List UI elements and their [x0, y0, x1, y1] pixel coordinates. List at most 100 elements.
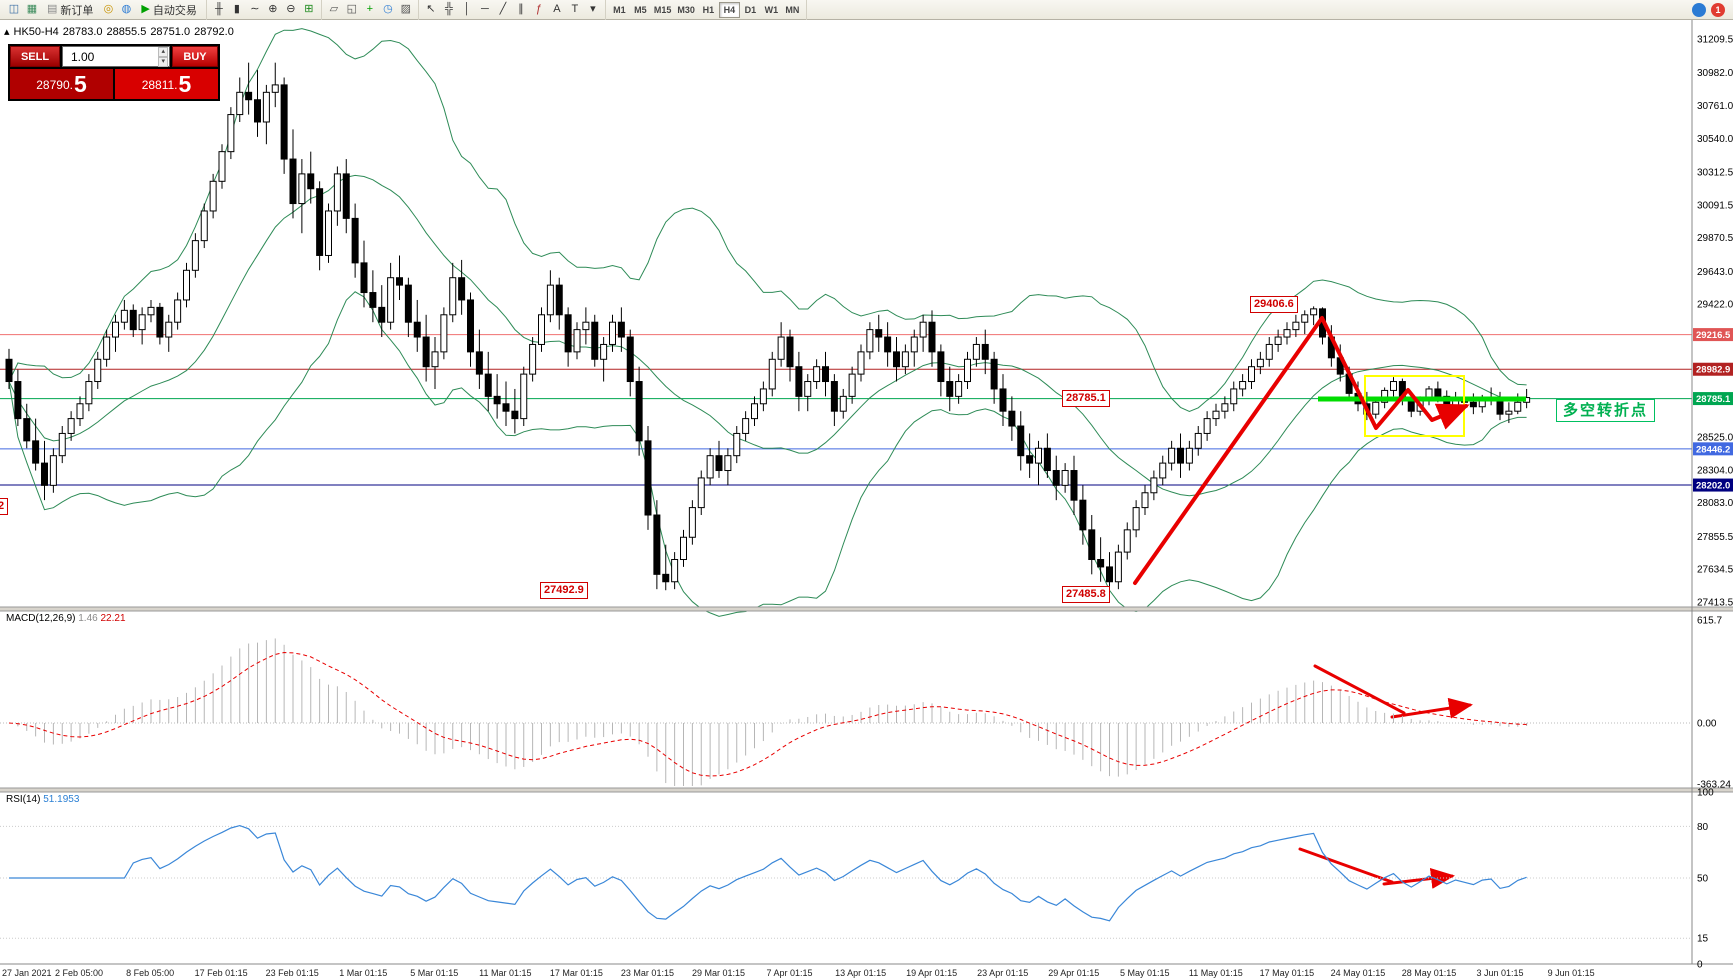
macd-decline-line[interactable] — [1313, 664, 1406, 715]
svg-text:11 Mar 01:15: 11 Mar 01:15 — [479, 968, 531, 978]
line-chart-icon[interactable]: ∼ — [246, 1, 264, 18]
alerts-button[interactable]: 1 — [1711, 2, 1725, 17]
macd-arrow[interactable] — [1390, 697, 1473, 719]
sell-price[interactable]: 28790. 5 — [10, 69, 113, 99]
text-icon[interactable]: A — [548, 1, 566, 18]
tile-windows-icon: ⊞ — [304, 3, 314, 15]
zoom-in-icon[interactable]: ⊕ — [264, 1, 282, 18]
svg-text:615.7: 615.7 — [1697, 615, 1722, 626]
svg-text:100: 100 — [1697, 788, 1714, 799]
autotrade-button[interactable]: ▶ 自动交易 — [135, 1, 202, 18]
label-icon[interactable]: T — [566, 1, 584, 18]
chart-window-icon[interactable]: ◫ — [5, 1, 23, 18]
zoom-out-icon: ⊖ — [286, 3, 296, 15]
macd-signal-line — [8, 651, 1527, 777]
periods-clock-icon[interactable]: ◷ — [379, 1, 397, 18]
new-order-button[interactable]: ▤ 新订单 — [41, 1, 99, 18]
rally-arrow[interactable] — [1133, 316, 1324, 585]
buy-button[interactable]: BUY — [172, 46, 218, 67]
add-indicator-icon[interactable]: + — [361, 1, 379, 18]
indicators-coin-icon[interactable]: ◎ — [99, 1, 117, 18]
svg-text:29422.0: 29422.0 — [1697, 300, 1733, 311]
cursor-icon[interactable]: ↖ — [422, 1, 440, 18]
zoom-out-icon[interactable]: ⊖ — [282, 1, 300, 18]
crosshair-icon[interactable]: ╬ — [440, 1, 458, 18]
timeframe-h4[interactable]: H4 — [718, 1, 740, 18]
svg-text:27634.5: 27634.5 — [1697, 565, 1733, 576]
horizontal-line-icon[interactable]: ─ — [476, 1, 494, 18]
time-axis[interactable]: 27 Jan 2021 2 Feb 05:00 8 Feb 05:00 17 Feb … — [2, 968, 1595, 978]
rsi-decline-line[interactable] — [1298, 847, 1394, 884]
svg-text:5 May 01:15: 5 May 01:15 — [1120, 968, 1170, 978]
svg-text:5 Mar 01:15: 5 Mar 01:15 — [410, 968, 458, 978]
rsi-line — [9, 824, 1527, 922]
svg-text:0.00: 0.00 — [1697, 719, 1717, 730]
svg-text:19 Apr 01:15: 19 Apr 01:15 — [906, 968, 957, 978]
volume-value: 1.00 — [71, 49, 95, 64]
tile-windows-icon[interactable]: ⊞ — [300, 1, 318, 18]
sell-button[interactable]: SELL — [10, 46, 60, 67]
svg-text:-363.24: -363.24 — [1697, 779, 1731, 790]
volume-input[interactable]: 1.00 ▴ ▾ — [62, 46, 170, 67]
volume-stepper[interactable]: ▴ ▾ — [158, 47, 168, 67]
candlestick-chart-icon[interactable]: ▮ — [228, 1, 246, 18]
collapse-arrow-icon[interactable]: ▴ — [4, 26, 10, 38]
buy-price[interactable]: 28811. 5 — [115, 69, 218, 99]
horizontal-line-icon: ─ — [480, 3, 489, 15]
svg-text:13 Apr 01:15: 13 Apr 01:15 — [835, 968, 886, 978]
svg-text:17 Feb 01:15: 17 Feb 01:15 — [195, 968, 248, 978]
svg-text:27413.5: 27413.5 — [1697, 598, 1733, 609]
timeframe-m15[interactable]: M15 — [651, 2, 675, 18]
ohlc-high: 28855.5 — [106, 26, 147, 38]
zoom-in-icon: ⊕ — [268, 3, 278, 15]
draw-tools-group: ↖ ╬ │ ─ ╱ ∥ ƒ A T ▾ — [419, 0, 606, 20]
timeframe-m5[interactable]: M5 — [630, 2, 651, 18]
svg-text:50: 50 — [1697, 874, 1709, 885]
symbol-name: HK50-H4 — [13, 26, 59, 38]
svg-text:9 Jun 01:15: 9 Jun 01:15 — [1548, 968, 1595, 978]
stepper-down-icon[interactable]: ▾ — [158, 57, 168, 67]
svg-text:28982.9: 28982.9 — [1696, 365, 1730, 376]
trendline-icon[interactable]: ╱ — [494, 1, 512, 18]
svg-text:29 Apr 01:15: 29 Apr 01:15 — [1048, 968, 1099, 978]
fibonacci-icon[interactable]: ƒ — [530, 1, 548, 18]
text-icon: A — [553, 3, 561, 15]
sell-price-big: 5 — [73, 71, 87, 97]
templates-icon[interactable]: ▨ — [397, 1, 415, 18]
macd-histogram — [17, 638, 1528, 786]
timeframe-d1[interactable]: D1 — [740, 2, 761, 18]
svg-text:29 Mar 01:15: 29 Mar 01:15 — [692, 968, 745, 978]
macd-label: MACD(12,26,9) 1.46 22.21 — [6, 613, 126, 624]
vertical-line-icon[interactable]: │ — [458, 1, 476, 18]
timeframe-w1[interactable]: W1 — [761, 2, 782, 18]
zigzag-arrow[interactable] — [1320, 316, 1470, 430]
arrows-dropdown-icon[interactable]: ▾ — [584, 1, 602, 18]
svg-text:28785.1: 28785.1 — [1696, 394, 1731, 405]
bollinger-middle — [8, 174, 1527, 497]
chart-type-group: ╫ ▮ ∼ ⊕ ⊖ ⊞ — [207, 0, 322, 20]
chart-canvas[interactable]: 31209.5 30982.0 30761.0 30540.0 30312.5 30091… — [0, 20, 1733, 979]
channel-icon[interactable]: ∥ — [512, 1, 530, 18]
arrows-dropdown-icon: ▾ — [590, 3, 596, 15]
file-group: ◫ ▦ ▤ 新订单 ◎ ◍ ▶ 自动交易 — [2, 0, 207, 20]
cursor-icon: ↖ — [426, 3, 436, 15]
market-watch-icon[interactable]: ◍ — [117, 1, 135, 18]
profiles-icon[interactable]: ▦ — [23, 1, 41, 18]
cascade-windows-icon[interactable]: ▱ — [325, 1, 343, 18]
bar-chart-icon[interactable]: ╫ — [210, 1, 228, 18]
svg-text:11 May 01:15: 11 May 01:15 — [1189, 968, 1243, 978]
svg-text:30312.5: 30312.5 — [1697, 168, 1733, 179]
timeframe-m30[interactable]: M30 — [674, 2, 698, 18]
ohlc-close: 28792.0 — [194, 26, 234, 38]
stepper-up-icon[interactable]: ▴ — [158, 47, 168, 57]
price-axis[interactable]: 31209.5 30982.0 30761.0 30540.0 30312.5 30091… — [1693, 35, 1733, 609]
new-order-icon: ▤ — [47, 3, 58, 15]
svg-text:29870.5: 29870.5 — [1697, 233, 1733, 244]
community-button[interactable] — [1692, 2, 1706, 17]
rsi-arrow[interactable] — [1382, 868, 1455, 889]
timeframe-h1[interactable]: H1 — [698, 2, 719, 18]
tile-windows-vertical-icon[interactable]: ◱ — [343, 1, 361, 18]
timeframe-m1[interactable]: M1 — [609, 2, 630, 18]
window-group: ▱ ◱ + ◷ ▨ — [322, 0, 419, 20]
timeframe-mn[interactable]: MN — [782, 2, 803, 18]
